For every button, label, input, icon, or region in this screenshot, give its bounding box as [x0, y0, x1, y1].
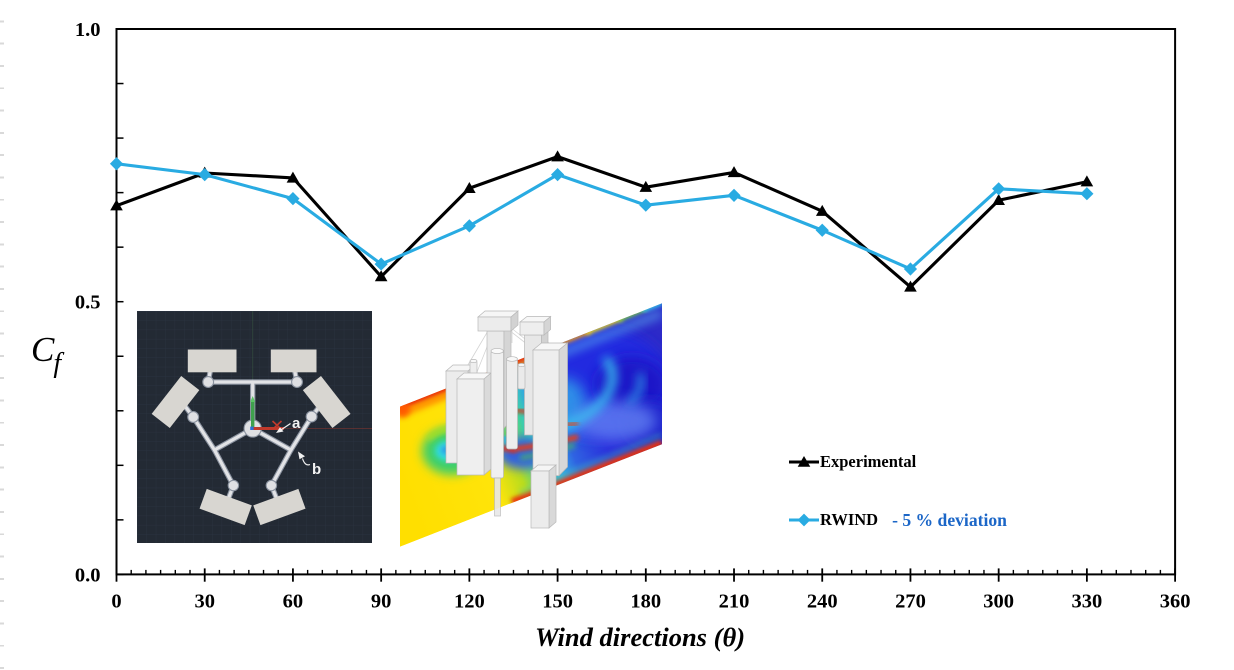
y-axis-title: Cf [31, 330, 62, 379]
series-marker-experimental [1080, 175, 1094, 187]
series-marker-rwind [727, 188, 741, 202]
x-tick-label: 120 [454, 591, 485, 613]
series-marker-experimental [904, 280, 917, 292]
series-marker-rwind [1080, 187, 1094, 201]
cfd-model-buildings [445, 310, 569, 529]
legend-label-experimental: Experimental [820, 452, 917, 471]
cad-ucs-axes [250, 396, 284, 431]
legend-suffix-rwind: - 5 % deviation [892, 509, 1007, 530]
series-marker-rwind [903, 262, 918, 276]
x-tick-label: 360 [1160, 591, 1191, 613]
x-tick-label: 330 [1072, 591, 1103, 613]
legend-marker-experimental-icon [789, 456, 819, 467]
y-tick-label: 0.0 [75, 564, 101, 586]
series-marker-experimental [374, 270, 388, 282]
legend-label-rwind: RWIND [820, 510, 879, 529]
legend-entry-rwind: RWIND - 5 % deviation [788, 502, 1007, 538]
series-marker-experimental [463, 181, 476, 193]
page-edge-marks [0, 0, 4, 670]
series-marker-rwind [550, 168, 565, 182]
y-axis-title-symbol: C [31, 330, 55, 369]
series-marker-rwind [198, 168, 212, 182]
y-tick-label: 1.0 [75, 19, 101, 41]
cad-buildings [151, 349, 351, 526]
series-marker-rwind [374, 257, 388, 271]
series-marker-experimental [815, 204, 829, 216]
x-tick-label: 240 [807, 591, 838, 613]
series-marker-rwind [286, 192, 300, 206]
series-marker-experimental [727, 166, 741, 178]
x-tick-label: 270 [895, 591, 926, 613]
x-tick-label: 60 [283, 591, 304, 613]
cad-annotations: a b [276, 415, 321, 478]
series-marker-experimental [551, 150, 564, 162]
x-tick-label: 0 [111, 591, 121, 613]
series-marker-rwind [109, 157, 124, 171]
inset-cad-plan-image: a b [137, 311, 372, 543]
x-tick-label: 210 [719, 591, 750, 613]
inset-cfd-simulation-image [400, 303, 662, 547]
series-marker-experimental [110, 199, 123, 211]
series-line-rwind [114, 162, 1089, 271]
cad-label-a: a [292, 415, 301, 432]
y-tick-label: 0.5 [75, 292, 101, 314]
x-tick-label: 150 [542, 591, 573, 613]
x-tick-label: 180 [630, 591, 661, 613]
series-line-experimental [114, 155, 1089, 289]
series-marker-experimental [639, 180, 653, 192]
series-marker-rwind [639, 198, 653, 212]
y-axis-title-subscript: f [53, 348, 62, 379]
cad-label-b: b [312, 461, 321, 478]
x-tick-label: 30 [194, 591, 215, 613]
legend: Experimental RWIND - 5 % deviation [788, 444, 1007, 538]
series-marker-rwind [462, 219, 476, 233]
x-axis-title: Wind directions (θ) [534, 622, 746, 652]
legend-entry-experimental: Experimental [788, 444, 1007, 480]
series-marker-rwind [992, 182, 1006, 196]
series-marker-experimental [992, 193, 1005, 205]
series-marker-rwind [815, 223, 829, 237]
series-marker-experimental [286, 171, 300, 183]
x-tick-label: 90 [371, 591, 392, 613]
cad-nodes [187, 376, 318, 492]
legend-marker-rwind-icon [789, 513, 819, 527]
x-tick-label: 300 [983, 591, 1014, 613]
